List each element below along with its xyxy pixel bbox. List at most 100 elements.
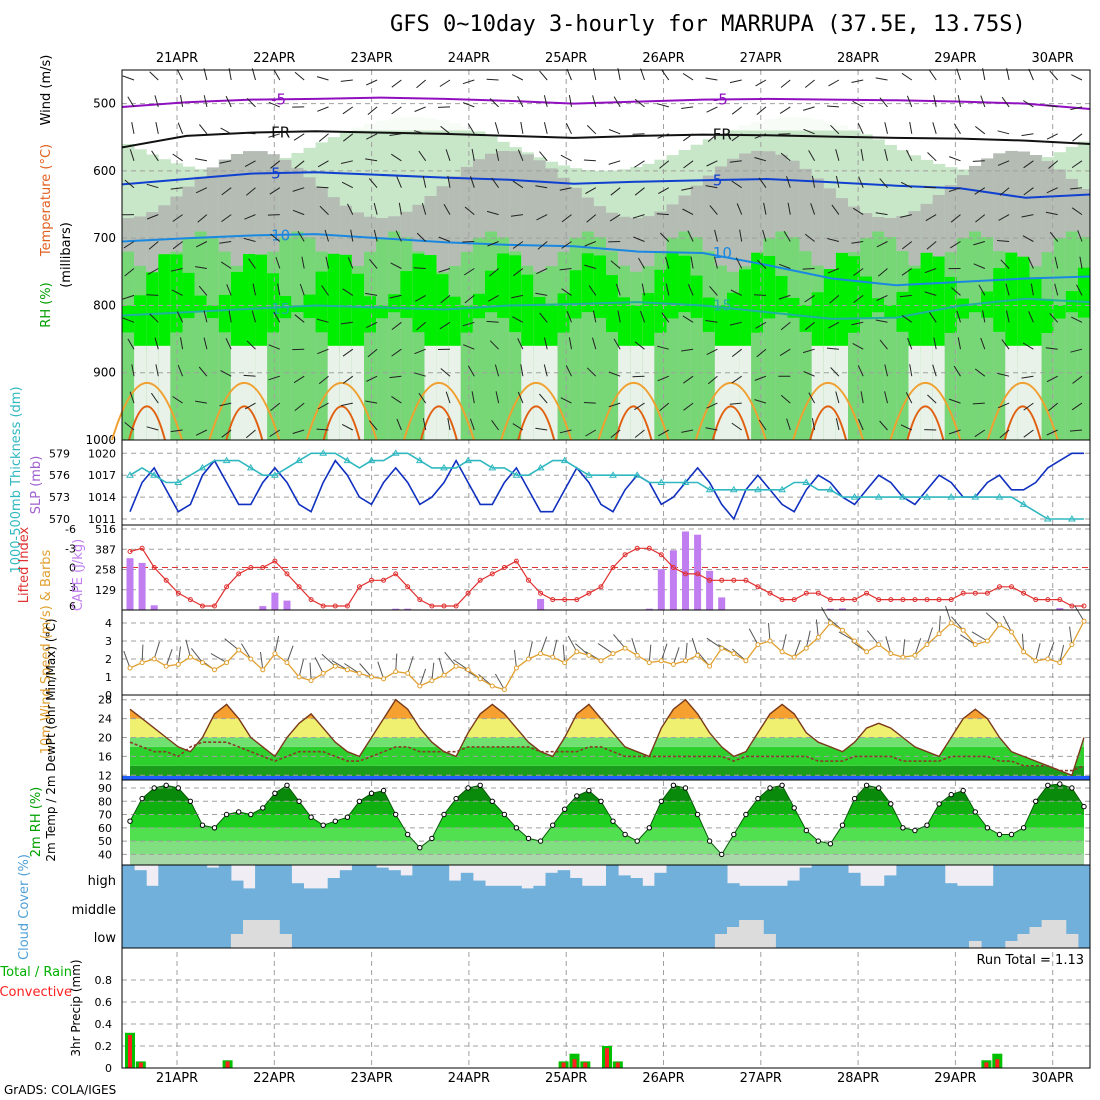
wind-speed-marker — [453, 663, 459, 669]
wind-barb — [369, 258, 378, 269]
wind-barb — [1046, 187, 1058, 194]
wind-barb — [390, 262, 402, 269]
wind-barb-10m — [706, 637, 722, 649]
wind-speed-marker — [622, 645, 628, 651]
wind-barb — [641, 283, 645, 296]
wind-barb — [463, 268, 475, 276]
wind-barb — [706, 348, 718, 356]
wind-barb — [124, 422, 135, 431]
wind-barb — [197, 214, 208, 223]
wind-barb — [1049, 312, 1059, 323]
wind-barb — [565, 122, 572, 135]
wind-barb — [682, 208, 694, 216]
wind-barb — [826, 347, 839, 350]
wind-barb — [681, 187, 694, 191]
wind-barb — [469, 418, 475, 431]
rh-shade-cell — [666, 253, 680, 319]
wind-barb — [316, 318, 329, 323]
wind-barb — [341, 423, 354, 431]
li-marker — [127, 549, 133, 554]
cloud-high-bar — [811, 865, 825, 891]
wind-barb — [415, 294, 426, 302]
wind-barb — [754, 375, 767, 381]
wind-tick-label: 1 — [105, 671, 112, 684]
rh-dry-cell — [327, 345, 341, 440]
wind-barb — [632, 375, 645, 378]
cloud-high-bar — [509, 885, 522, 891]
cloud-high-bar — [146, 885, 159, 891]
cloud-low-clear — [1029, 927, 1043, 948]
cloud-high-bar — [799, 867, 813, 891]
thickness-marker — [560, 456, 569, 464]
li-marker — [1021, 590, 1027, 596]
cloud-high-bar — [702, 865, 716, 891]
wind-barb — [608, 371, 621, 377]
wind-barb-10m — [298, 659, 304, 678]
thickness-marker — [174, 478, 183, 485]
wind-barb — [638, 257, 645, 269]
wind-barb — [714, 229, 718, 242]
dewpoint-line — [129, 741, 1085, 772]
wind-barb — [665, 256, 670, 269]
wind-speed-marker — [320, 670, 326, 676]
wind-barb — [1049, 231, 1059, 242]
wind-barb — [933, 95, 937, 108]
wind-barb — [445, 391, 451, 404]
wind-barb — [974, 429, 986, 438]
rh-shade-cell — [218, 294, 232, 333]
rh-marker — [984, 825, 991, 831]
wind-speed-marker — [924, 642, 930, 648]
wind-barb — [146, 183, 159, 189]
cloud-high-bar — [884, 875, 897, 891]
wind-barb — [389, 375, 402, 379]
wind-barb — [1069, 429, 1083, 432]
wind-barb — [659, 232, 670, 242]
wind-barb — [414, 372, 426, 377]
li-marker — [550, 597, 556, 603]
wind-speed-marker — [1057, 660, 1063, 666]
cloud-high-bar — [932, 865, 946, 891]
li-marker — [1069, 603, 1075, 609]
wind-speed-marker — [344, 667, 350, 673]
surface-temp-contour — [694, 381, 767, 441]
rh-marker — [610, 818, 616, 824]
cloud-high-bar — [1053, 865, 1067, 891]
wind-speed-marker — [369, 674, 374, 680]
temp-tick-label: 24 — [98, 713, 112, 726]
wind-speed-marker — [827, 620, 833, 626]
wind-barb — [974, 126, 986, 135]
rh-shade-cell — [485, 231, 498, 440]
wind-barb — [687, 230, 694, 242]
rh-shade-cell — [569, 237, 583, 440]
cape-bar — [392, 608, 400, 610]
wind-barb — [172, 396, 183, 404]
temp-line — [129, 698, 1085, 777]
wind-barb-10m — [685, 642, 688, 661]
rh-marker — [236, 809, 242, 815]
wind-barb — [884, 122, 888, 134]
wind-barb — [225, 95, 232, 108]
cloud-high-bar — [400, 875, 413, 891]
wind-barb — [1072, 375, 1083, 384]
surface-temp-contour — [597, 381, 670, 441]
wind-barb-10m — [407, 656, 414, 674]
wind-barb — [851, 79, 864, 83]
wind-barb — [301, 256, 305, 269]
li-marker — [332, 603, 338, 609]
li-tick-label: -3 — [65, 542, 76, 555]
rh-shade-cell — [823, 269, 837, 353]
wind-barb — [321, 285, 329, 296]
surface-temp-contour — [986, 381, 1059, 441]
wind-speed-marker — [200, 660, 205, 666]
wind-speed-marker — [465, 667, 471, 673]
rh-marker — [405, 831, 411, 838]
wind-barb — [221, 187, 232, 196]
cloud-level-label-high: high — [88, 874, 116, 889]
wind-speed-marker — [127, 665, 133, 671]
rh-marker — [223, 811, 230, 818]
wind-barb — [634, 429, 645, 438]
wind-barb — [657, 103, 669, 108]
rh-dry-cell — [727, 345, 740, 440]
wind-barb — [418, 150, 427, 162]
wind-barb — [277, 283, 281, 296]
